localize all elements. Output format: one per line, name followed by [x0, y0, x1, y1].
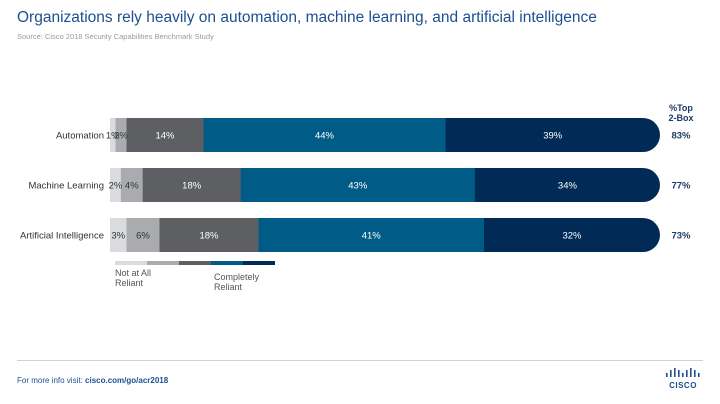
top2-header-line: 2-Box [668, 113, 693, 123]
legend-low-label: Not at All [115, 268, 151, 278]
bar-segment [126, 118, 204, 152]
bar-segment [474, 168, 660, 202]
segment-label: 41% [362, 231, 382, 242]
bar-segment [240, 168, 476, 202]
segment-label: 6% [136, 231, 150, 242]
bar-segment [110, 218, 127, 252]
legend-low-label: Reliant [115, 278, 144, 288]
bar-segment [159, 218, 259, 252]
segment-label: 18% [199, 231, 219, 242]
segment-label: 4% [125, 181, 139, 192]
legend-swatch [179, 261, 211, 265]
legend-swatch [147, 261, 179, 265]
bar-segment [258, 218, 485, 252]
bar-segment [110, 118, 116, 152]
segment-label: 3% [111, 231, 125, 242]
cisco-bridge-icon [666, 368, 700, 377]
bar-row-2 [110, 168, 660, 202]
segment-label: 32% [562, 231, 582, 242]
segment-label: 2% [109, 181, 123, 192]
segment-label: 34% [558, 181, 578, 192]
bar-segment [115, 118, 127, 152]
bar-segment [142, 168, 242, 202]
category-label: Artificial Intelligence [20, 231, 104, 242]
bar-segment [120, 168, 144, 202]
top2-value: 77% [671, 181, 691, 192]
bar-segment [110, 168, 122, 202]
segment-label: 14% [155, 131, 175, 142]
footer-divider [17, 360, 703, 361]
legend-swatch [115, 261, 147, 265]
legend-swatch [243, 261, 275, 265]
category-label: Automation [56, 131, 104, 142]
bar-segment [484, 218, 660, 252]
logo-wordmark: CISCO [669, 381, 697, 390]
segment-label: 39% [543, 131, 563, 142]
source-note: Source: Cisco 2018 Security Capabilities… [17, 32, 214, 41]
segment-label: 1% [106, 131, 120, 142]
page-title: Organizations rely heavily on automation… [17, 9, 597, 26]
footer-info: For more info visit: cisco.com/go/acr201… [17, 376, 168, 385]
legend-high-label: Completely [214, 272, 260, 282]
legend-high-label: Reliant [214, 282, 243, 292]
category-label: Machine Learning [28, 181, 104, 192]
footer-link[interactable]: cisco.com/go/acr2018 [85, 376, 169, 385]
cisco-logo: CISCO [666, 368, 700, 390]
segment-label: 44% [315, 131, 335, 142]
footer-prefix: For more info visit: [17, 376, 86, 385]
bar-segment [126, 218, 160, 252]
segment-label: 2% [114, 131, 128, 142]
segment-label: 18% [182, 181, 202, 192]
top2-header-line: %Top [669, 103, 693, 113]
legend-swatch [211, 261, 243, 265]
segment-label: 43% [348, 181, 368, 192]
bar-row-3 [110, 218, 660, 252]
bar-row-1 [110, 118, 660, 152]
bar-segment [445, 118, 660, 152]
bar-segment [203, 118, 446, 152]
top2-value: 83% [671, 131, 691, 142]
top2-value: 73% [671, 231, 691, 242]
